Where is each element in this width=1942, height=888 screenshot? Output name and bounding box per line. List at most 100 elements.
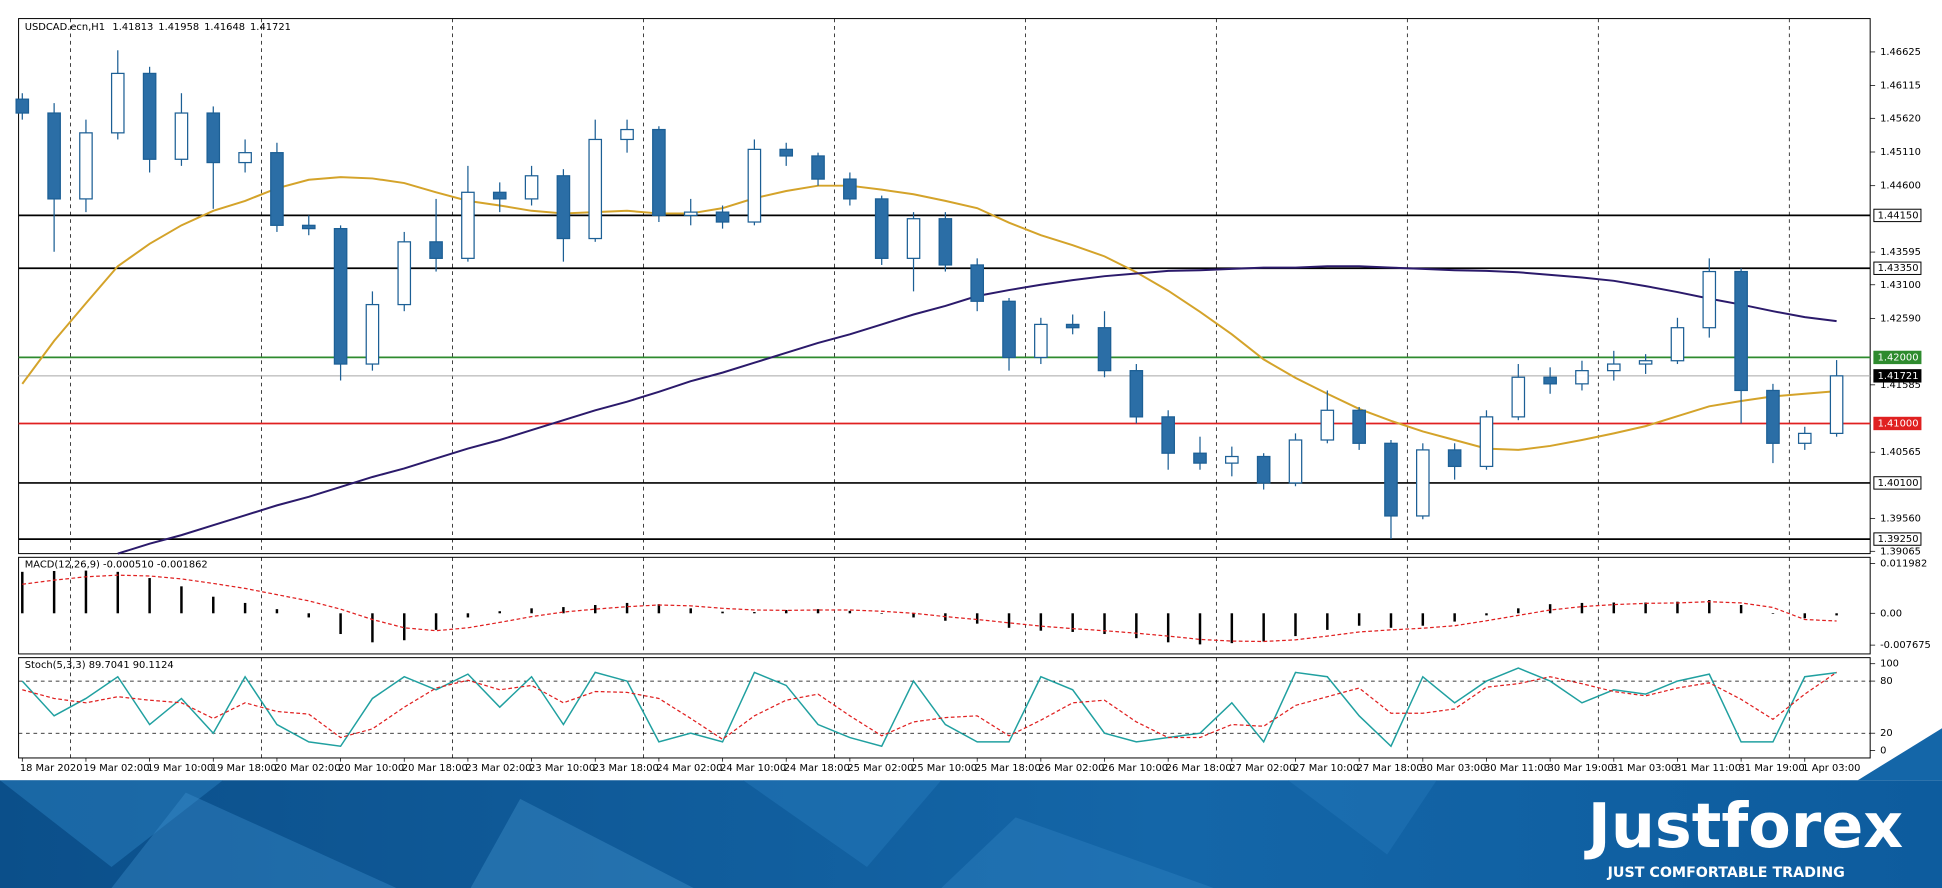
macd-bar <box>880 613 883 614</box>
x-tick-label: 25 Mar 10:00 <box>911 763 977 774</box>
candle-body <box>270 152 284 226</box>
y-tick-label: 1.43595 <box>1880 247 1921 258</box>
macd-bar <box>1548 604 1552 614</box>
panel-frame <box>18 18 1871 555</box>
macd-bar <box>212 596 215 614</box>
indicator-title: MACD(12,26,9) -0.000510 -0.001862 <box>25 560 208 571</box>
price-label: 1.39250 <box>1878 534 1919 545</box>
macd-bar <box>1708 600 1711 614</box>
candle-body <box>588 138 603 240</box>
macd-bar <box>1580 602 1584 614</box>
candle-body <box>1320 409 1335 441</box>
candle-body <box>1161 416 1175 454</box>
candle-body <box>1766 389 1780 444</box>
macd-bar <box>975 613 979 624</box>
macd-bar <box>1230 613 1234 644</box>
macd-bar <box>562 607 565 614</box>
y-tick-label: 1.44600 <box>1880 181 1921 192</box>
candle-body <box>238 152 252 164</box>
candle-body <box>79 132 93 200</box>
candle-body <box>683 211 698 217</box>
macd-bar <box>1103 613 1106 635</box>
x-tick-label: 27 Mar 18:00 <box>1357 763 1423 774</box>
x-tick-label: 31 Mar 19:00 <box>1739 763 1805 774</box>
macd-bar <box>1612 602 1616 614</box>
price-label: 1.44150 <box>1878 210 1919 221</box>
candle-body <box>15 98 30 114</box>
macd-bar <box>339 613 342 635</box>
y-tick-label: 1.40565 <box>1880 447 1921 458</box>
macd-bar <box>1198 613 1202 645</box>
candle-body <box>1225 455 1239 464</box>
macd-bar <box>307 613 311 618</box>
x-tick-label: 18 Mar 2020 <box>20 763 83 774</box>
quote-low: 1.41648 <box>204 22 245 33</box>
quote-open: 1.41813 <box>112 22 153 33</box>
candle-body <box>970 264 985 302</box>
y-tick-label: 1.39065 <box>1880 546 1921 557</box>
candle-body <box>301 224 316 230</box>
y-tick-label: 80 <box>1880 676 1893 687</box>
price-label-box <box>1873 416 1922 431</box>
x-tick-label: 19 Mar 02:00 <box>83 763 149 774</box>
candle-body <box>652 128 666 217</box>
price-label: 1.42000 <box>1878 352 1919 363</box>
price-label-box <box>1873 208 1922 223</box>
candle-body <box>1288 439 1303 484</box>
macd-bar <box>52 571 56 614</box>
macd-bar <box>1739 605 1743 614</box>
macd-bar <box>434 613 438 630</box>
macd-bar <box>1357 613 1361 626</box>
y-tick-label: 1.42590 <box>1880 313 1921 324</box>
plots: 1.46625 1.46115 1.45620 1.45110 1.44600 1.435… <box>15 18 1931 774</box>
macd-bar <box>116 571 120 614</box>
candle-body <box>1034 323 1048 359</box>
x-tick-label: 27 Mar 10:00 <box>1293 763 1359 774</box>
macd-bar <box>466 613 470 618</box>
macd-bar <box>848 610 852 614</box>
macd-bar <box>243 602 247 614</box>
macd-bar <box>1294 613 1297 637</box>
macd-bar <box>816 609 820 614</box>
candle-body <box>1543 376 1557 385</box>
candle-body <box>1797 432 1812 444</box>
macd-bar <box>1039 613 1043 631</box>
candle-body <box>142 72 157 160</box>
macd-bar <box>1326 613 1329 630</box>
candle-body <box>1129 370 1144 418</box>
macd-bar <box>1676 601 1679 614</box>
x-tick-label: 30 Mar 03:00 <box>1420 763 1486 774</box>
x-tick-label: 31 Mar 11:00 <box>1675 763 1741 774</box>
x-tick-label: 25 Mar 18:00 <box>975 763 1041 774</box>
indicator-title: Stoch(5,3,3) 89.7041 90.1124 <box>25 660 174 671</box>
y-tick-label: 1.46115 <box>1880 81 1921 92</box>
price-label-box <box>1873 369 1922 383</box>
price-label: 1.41721 <box>1878 371 1919 382</box>
price-label: 1.41000 <box>1878 418 1919 429</box>
candle-body <box>110 72 125 134</box>
price-label: 1.40100 <box>1878 478 1919 489</box>
candle-body <box>1638 360 1653 365</box>
macd-bar <box>1007 613 1011 628</box>
price-label-box <box>1873 476 1922 490</box>
x-tick-label: 1 Apr 03:00 <box>1802 763 1860 774</box>
x-tick-label: 24 Mar 18:00 <box>784 763 850 774</box>
candle-body <box>365 303 380 365</box>
x-tick-label: 25 Mar 02:00 <box>847 763 913 774</box>
candle-body <box>1734 270 1748 392</box>
panel-frame <box>18 556 1871 655</box>
y-tick-label: 1.43100 <box>1880 280 1921 291</box>
y-tick-label: -0.007675 <box>1880 640 1931 651</box>
candle-body <box>1097 327 1112 372</box>
y-tick-label: 0.011982 <box>1880 559 1927 570</box>
candle-body <box>906 218 921 259</box>
candle-body <box>429 241 443 259</box>
x-tick-label: 26 Mar 10:00 <box>1102 763 1168 774</box>
macd-bar <box>148 578 151 614</box>
candle-body <box>524 175 539 200</box>
y-tick-label: 1.46625 <box>1880 47 1921 58</box>
candle-body <box>1384 442 1398 517</box>
macd-bar <box>530 608 533 614</box>
price-label-box <box>1873 261 1922 275</box>
candle-body <box>811 155 825 180</box>
